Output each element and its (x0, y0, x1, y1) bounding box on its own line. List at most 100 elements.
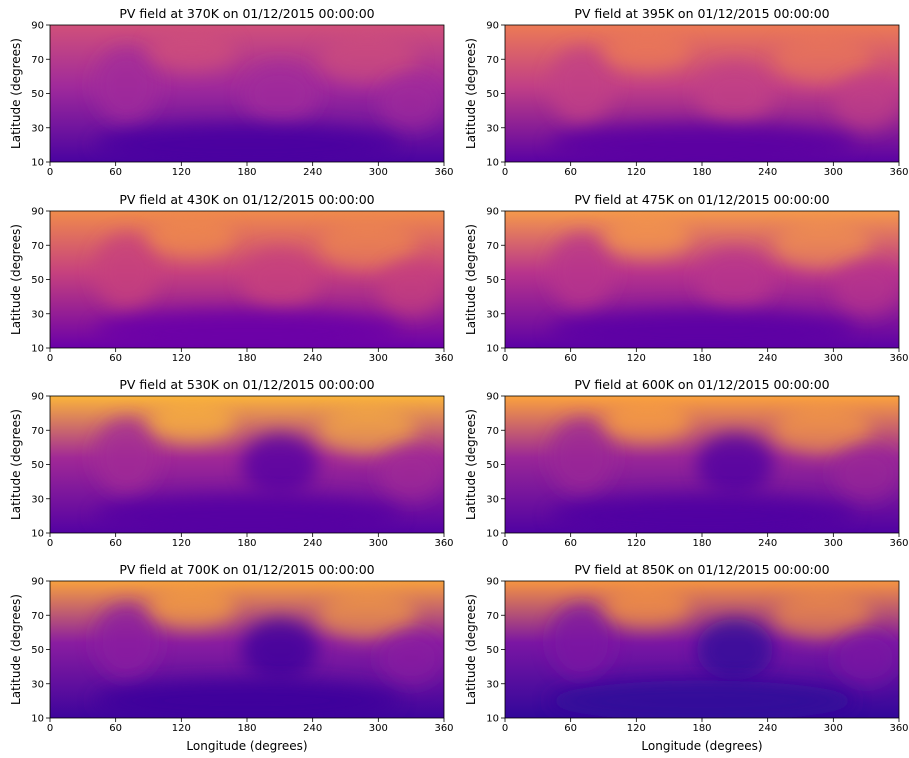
y-tick-label: 50 (486, 460, 499, 471)
x-tick-label: 60 (564, 353, 577, 364)
x-axis-label: Longitude (degrees) (186, 739, 307, 753)
x-tick-label: 180 (692, 538, 711, 549)
x-tick-label: 120 (172, 353, 191, 364)
x-tick-label: 360 (889, 353, 908, 364)
x-tick-label: 180 (237, 723, 256, 734)
y-tick-label: 70 (486, 611, 499, 622)
y-tick-label: 30 (486, 679, 499, 690)
field-swirl (148, 30, 237, 72)
x-tick-label: 120 (627, 353, 646, 364)
x-tick-label: 360 (434, 167, 453, 178)
x-tick-label: 240 (758, 538, 777, 549)
field-swirl (603, 401, 692, 443)
y-tick-label: 70 (486, 241, 499, 252)
panel: PV field at 475K on 01/12/2015 00:00:00 0… (464, 192, 909, 364)
y-tick-label: 30 (31, 679, 44, 690)
field-swirl (548, 310, 856, 348)
y-tick-label: 50 (31, 275, 44, 286)
y-tick-label: 70 (31, 55, 44, 66)
field-swirl (318, 591, 417, 640)
field-swirl (93, 47, 160, 123)
x-tick-label: 240 (303, 723, 322, 734)
field-swirl (548, 680, 856, 718)
field-image (505, 25, 899, 162)
y-tick-label: 50 (31, 645, 44, 656)
panel: PV field at 530K on 01/12/2015 00:00:00 0… (9, 377, 454, 549)
y-tick-label: 10 (486, 529, 499, 540)
y-tick-label: 90 (486, 21, 499, 32)
x-tick-label: 0 (47, 723, 53, 734)
y-tick-label: 10 (31, 344, 44, 355)
panel-title: PV field at 395K on 01/12/2015 00:00:00 (574, 6, 829, 21)
x-tick-label: 60 (564, 538, 577, 549)
field-swirl (93, 680, 401, 718)
y-tick-label: 90 (31, 207, 44, 218)
panel: PV field at 430K on 01/12/2015 00:00:00 0… (9, 192, 454, 364)
x-tick-label: 0 (47, 538, 53, 549)
panel-title: PV field at 850K on 01/12/2015 00:00:00 (574, 562, 829, 577)
x-tick-label: 60 (109, 538, 122, 549)
field-image (50, 25, 444, 162)
y-tick-label: 10 (486, 344, 499, 355)
y-tick-label: 10 (31, 714, 44, 725)
y-axis-label: Latitude (degrees) (464, 224, 478, 335)
field-swirl (548, 233, 615, 309)
field-swirl (241, 618, 319, 681)
x-tick-label: 300 (369, 167, 388, 178)
y-tick-label: 90 (31, 577, 44, 588)
field-swirl (696, 62, 774, 125)
x-tick-label: 300 (369, 353, 388, 364)
panel-title: PV field at 530K on 01/12/2015 00:00:00 (119, 377, 374, 392)
field-swirl (548, 124, 856, 162)
x-tick-label: 0 (502, 353, 508, 364)
x-tick-label: 360 (434, 353, 453, 364)
panel-title: PV field at 600K on 01/12/2015 00:00:00 (574, 377, 829, 392)
y-tick-label: 70 (31, 241, 44, 252)
y-tick-label: 10 (31, 158, 44, 169)
field-swirl (696, 433, 774, 496)
field-swirl (241, 433, 319, 496)
field-swirl (773, 35, 872, 84)
x-tick-label: 360 (434, 538, 453, 549)
field-swirl (833, 445, 899, 501)
y-tick-label: 70 (31, 611, 44, 622)
x-tick-label: 0 (502, 538, 508, 549)
x-tick-label: 0 (47, 353, 53, 364)
x-tick-label: 240 (303, 167, 322, 178)
y-tick-label: 10 (486, 158, 499, 169)
field-swirl (603, 586, 692, 628)
field-swirl (148, 216, 237, 258)
y-tick-label: 30 (31, 123, 44, 134)
field-swirl (93, 310, 401, 348)
field-image (50, 211, 444, 348)
field-swirl (93, 495, 401, 533)
field-swirl (93, 418, 160, 494)
field-swirl (93, 233, 160, 309)
x-tick-label: 120 (627, 723, 646, 734)
x-tick-label: 300 (369, 538, 388, 549)
x-tick-label: 180 (692, 167, 711, 178)
x-tick-label: 120 (172, 538, 191, 549)
panel: PV field at 600K on 01/12/2015 00:00:00 0… (464, 377, 909, 549)
field-swirl (696, 248, 774, 311)
x-tick-label: 180 (237, 167, 256, 178)
x-tick-label: 60 (109, 723, 122, 734)
x-tick-label: 360 (889, 723, 908, 734)
y-tick-label: 30 (486, 309, 499, 320)
x-tick-label: 0 (502, 723, 508, 734)
y-tick-label: 30 (486, 123, 499, 134)
field-swirl (833, 74, 899, 130)
x-tick-label: 120 (172, 723, 191, 734)
field-image (505, 211, 899, 348)
field-swirl (241, 62, 319, 125)
field-swirl (378, 630, 444, 686)
x-tick-label: 300 (369, 723, 388, 734)
x-tick-label: 360 (889, 538, 908, 549)
field-swirl (93, 603, 160, 679)
x-tick-label: 120 (627, 167, 646, 178)
x-tick-label: 240 (758, 167, 777, 178)
x-tick-label: 180 (237, 353, 256, 364)
x-tick-label: 300 (824, 538, 843, 549)
panel: PV field at 370K on 01/12/2015 00:00:00 0… (9, 6, 454, 178)
